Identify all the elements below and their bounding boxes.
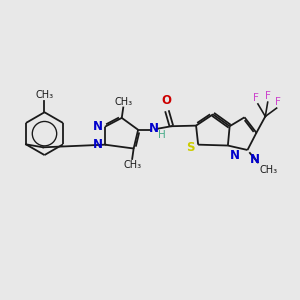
Text: H: H	[158, 130, 166, 140]
Text: N: N	[250, 153, 260, 166]
Text: CH₃: CH₃	[123, 160, 141, 170]
Text: N: N	[230, 148, 240, 161]
Text: N: N	[148, 122, 159, 135]
Text: CH₃: CH₃	[35, 90, 53, 100]
Text: F: F	[254, 93, 259, 103]
Text: F: F	[275, 97, 281, 107]
Text: S: S	[186, 140, 194, 154]
Text: N: N	[92, 138, 102, 151]
Text: O: O	[161, 94, 171, 107]
Text: N: N	[92, 120, 102, 133]
Text: CH₃: CH₃	[259, 165, 277, 175]
Text: F: F	[265, 91, 271, 101]
Text: CH₃: CH₃	[114, 97, 132, 107]
